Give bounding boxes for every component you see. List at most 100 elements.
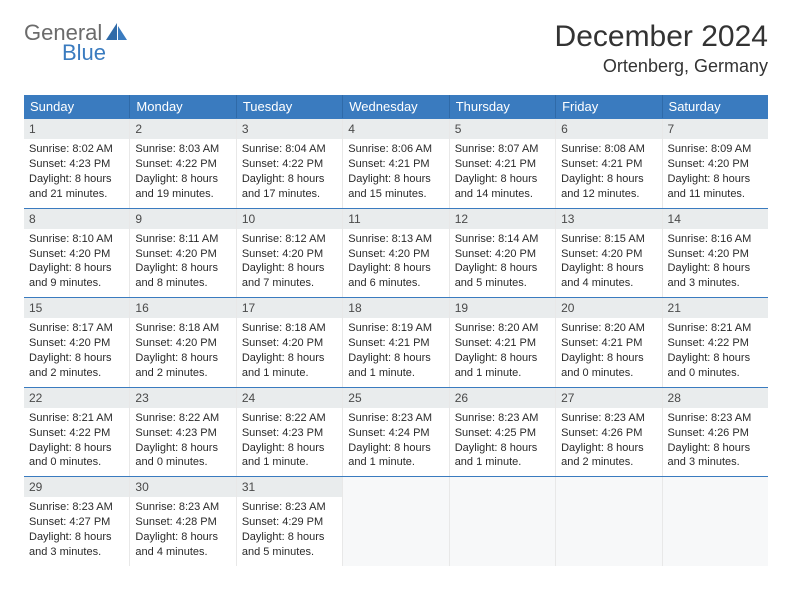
day-cell: 30Sunrise: 8:23 AMSunset: 4:28 PMDayligh… (130, 477, 236, 566)
day-cell: 31Sunrise: 8:23 AMSunset: 4:29 PMDayligh… (237, 477, 343, 566)
day-body: Sunrise: 8:11 AMSunset: 4:20 PMDaylight:… (130, 229, 235, 297)
daylight-text: Daylight: 8 hours and 3 minutes. (668, 261, 763, 291)
day-number: 21 (663, 298, 768, 318)
day-body: Sunrise: 8:20 AMSunset: 4:21 PMDaylight:… (450, 318, 555, 386)
sunrise-text: Sunrise: 8:16 AM (668, 232, 763, 247)
sunrise-text: Sunrise: 8:14 AM (455, 232, 550, 247)
day-cell: 7Sunrise: 8:09 AMSunset: 4:20 PMDaylight… (663, 119, 768, 208)
day-number: 31 (237, 477, 342, 497)
logo-text-blue: Blue (62, 40, 106, 66)
sunset-text: Sunset: 4:20 PM (668, 247, 763, 262)
day-body: Sunrise: 8:17 AMSunset: 4:20 PMDaylight:… (24, 318, 129, 386)
daylight-text: Daylight: 8 hours and 1 minute. (455, 351, 550, 381)
sunset-text: Sunset: 4:24 PM (348, 426, 443, 441)
sunrise-text: Sunrise: 8:19 AM (348, 321, 443, 336)
sunrise-text: Sunrise: 8:12 AM (242, 232, 337, 247)
sunset-text: Sunset: 4:20 PM (561, 247, 656, 262)
day-number: 14 (663, 209, 768, 229)
daylight-text: Daylight: 8 hours and 6 minutes. (348, 261, 443, 291)
day-cell: 9Sunrise: 8:11 AMSunset: 4:20 PMDaylight… (130, 209, 236, 298)
sunset-text: Sunset: 4:25 PM (455, 426, 550, 441)
daylight-text: Daylight: 8 hours and 4 minutes. (561, 261, 656, 291)
sunrise-text: Sunrise: 8:23 AM (668, 411, 763, 426)
daylight-text: Daylight: 8 hours and 21 minutes. (29, 172, 124, 202)
daylight-text: Daylight: 8 hours and 14 minutes. (455, 172, 550, 202)
location: Ortenberg, Germany (555, 56, 768, 77)
day-number: 23 (130, 388, 235, 408)
day-body: Sunrise: 8:08 AMSunset: 4:21 PMDaylight:… (556, 139, 661, 207)
day-cell: 23Sunrise: 8:22 AMSunset: 4:23 PMDayligh… (130, 388, 236, 477)
day-cell: 21Sunrise: 8:21 AMSunset: 4:22 PMDayligh… (663, 298, 768, 387)
sunrise-text: Sunrise: 8:06 AM (348, 142, 443, 157)
day-cell: 19Sunrise: 8:20 AMSunset: 4:21 PMDayligh… (450, 298, 556, 387)
week-row: 22Sunrise: 8:21 AMSunset: 4:22 PMDayligh… (24, 387, 768, 477)
daylight-text: Daylight: 8 hours and 11 minutes. (668, 172, 763, 202)
daylight-text: Daylight: 8 hours and 1 minute. (348, 441, 443, 471)
daylight-text: Daylight: 8 hours and 1 minute. (455, 441, 550, 471)
sunrise-text: Sunrise: 8:18 AM (135, 321, 230, 336)
day-cell: 8Sunrise: 8:10 AMSunset: 4:20 PMDaylight… (24, 209, 130, 298)
daylight-text: Daylight: 8 hours and 0 minutes. (29, 441, 124, 471)
day-cell: 4Sunrise: 8:06 AMSunset: 4:21 PMDaylight… (343, 119, 449, 208)
sunset-text: Sunset: 4:28 PM (135, 515, 230, 530)
sunrise-text: Sunrise: 8:23 AM (135, 500, 230, 515)
day-body: Sunrise: 8:12 AMSunset: 4:20 PMDaylight:… (237, 229, 342, 297)
day-cell: 15Sunrise: 8:17 AMSunset: 4:20 PMDayligh… (24, 298, 130, 387)
sunset-text: Sunset: 4:20 PM (29, 247, 124, 262)
day-body: Sunrise: 8:02 AMSunset: 4:23 PMDaylight:… (24, 139, 129, 207)
day-cell: 10Sunrise: 8:12 AMSunset: 4:20 PMDayligh… (237, 209, 343, 298)
sunset-text: Sunset: 4:23 PM (29, 157, 124, 172)
week-row: 29Sunrise: 8:23 AMSunset: 4:27 PMDayligh… (24, 476, 768, 566)
sunrise-text: Sunrise: 8:17 AM (29, 321, 124, 336)
day-body: Sunrise: 8:23 AMSunset: 4:25 PMDaylight:… (450, 408, 555, 476)
day-body: Sunrise: 8:04 AMSunset: 4:22 PMDaylight:… (237, 139, 342, 207)
day-cell: 20Sunrise: 8:20 AMSunset: 4:21 PMDayligh… (556, 298, 662, 387)
sunrise-text: Sunrise: 8:11 AM (135, 232, 230, 247)
daylight-text: Daylight: 8 hours and 9 minutes. (29, 261, 124, 291)
empty-day-cell (450, 477, 556, 566)
day-number: 3 (237, 119, 342, 139)
day-number: 25 (343, 388, 448, 408)
day-number: 18 (343, 298, 448, 318)
week-row: 8Sunrise: 8:10 AMSunset: 4:20 PMDaylight… (24, 208, 768, 298)
day-body: Sunrise: 8:18 AMSunset: 4:20 PMDaylight:… (237, 318, 342, 386)
daylight-text: Daylight: 8 hours and 2 minutes. (561, 441, 656, 471)
sunrise-text: Sunrise: 8:03 AM (135, 142, 230, 157)
sunrise-text: Sunrise: 8:23 AM (348, 411, 443, 426)
day-number: 20 (556, 298, 661, 318)
day-body: Sunrise: 8:22 AMSunset: 4:23 PMDaylight:… (237, 408, 342, 476)
sunset-text: Sunset: 4:20 PM (29, 336, 124, 351)
sunrise-text: Sunrise: 8:23 AM (455, 411, 550, 426)
day-body: Sunrise: 8:09 AMSunset: 4:20 PMDaylight:… (663, 139, 768, 207)
day-number: 7 (663, 119, 768, 139)
day-cell: 5Sunrise: 8:07 AMSunset: 4:21 PMDaylight… (450, 119, 556, 208)
day-number: 19 (450, 298, 555, 318)
daylight-text: Daylight: 8 hours and 1 minute. (242, 351, 337, 381)
day-cell: 12Sunrise: 8:14 AMSunset: 4:20 PMDayligh… (450, 209, 556, 298)
day-number: 27 (556, 388, 661, 408)
weeks-container: 1Sunrise: 8:02 AMSunset: 4:23 PMDaylight… (24, 118, 768, 566)
sunrise-text: Sunrise: 8:18 AM (242, 321, 337, 336)
weekday-header: Saturday (663, 95, 768, 118)
day-body: Sunrise: 8:23 AMSunset: 4:28 PMDaylight:… (130, 497, 235, 565)
day-body: Sunrise: 8:18 AMSunset: 4:20 PMDaylight:… (130, 318, 235, 386)
day-number: 17 (237, 298, 342, 318)
daylight-text: Daylight: 8 hours and 17 minutes. (242, 172, 337, 202)
daylight-text: Daylight: 8 hours and 0 minutes. (561, 351, 656, 381)
day-cell: 22Sunrise: 8:21 AMSunset: 4:22 PMDayligh… (24, 388, 130, 477)
day-body: Sunrise: 8:23 AMSunset: 4:29 PMDaylight:… (237, 497, 342, 565)
empty-day-cell (343, 477, 449, 566)
day-body: Sunrise: 8:23 AMSunset: 4:24 PMDaylight:… (343, 408, 448, 476)
day-number: 24 (237, 388, 342, 408)
day-body: Sunrise: 8:22 AMSunset: 4:23 PMDaylight:… (130, 408, 235, 476)
day-body: Sunrise: 8:20 AMSunset: 4:21 PMDaylight:… (556, 318, 661, 386)
sunrise-text: Sunrise: 8:02 AM (29, 142, 124, 157)
day-body: Sunrise: 8:13 AMSunset: 4:20 PMDaylight:… (343, 229, 448, 297)
daylight-text: Daylight: 8 hours and 15 minutes. (348, 172, 443, 202)
sunset-text: Sunset: 4:20 PM (348, 247, 443, 262)
day-number: 22 (24, 388, 129, 408)
day-cell: 2Sunrise: 8:03 AMSunset: 4:22 PMDaylight… (130, 119, 236, 208)
day-number: 2 (130, 119, 235, 139)
sunset-text: Sunset: 4:21 PM (561, 157, 656, 172)
calendar: SundayMondayTuesdayWednesdayThursdayFrid… (24, 95, 768, 566)
